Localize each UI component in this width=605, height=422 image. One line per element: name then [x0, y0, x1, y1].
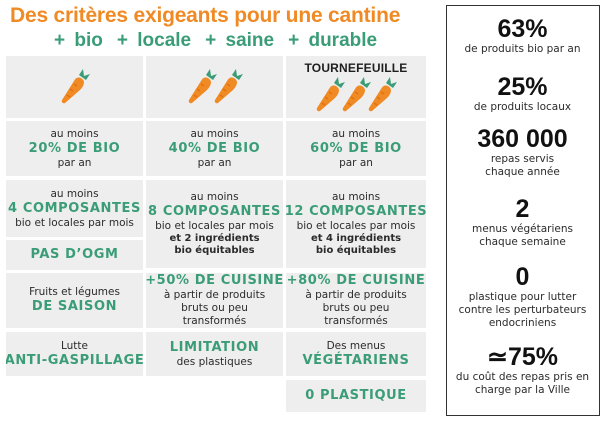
vegetariens-cell-3: Des menus VÉGÉTARIENS — [286, 332, 426, 376]
carrot-group — [61, 69, 90, 105]
level-1-header — [6, 56, 143, 118]
tag-locale: + locale — [116, 30, 192, 51]
limitation-cell-2: LIMITATION des plastiques — [146, 332, 283, 376]
cuisine-cell-2: +50% DE CUISINE à partir de produits bru… — [146, 273, 283, 328]
saison-cell-1: Fruits et légumes DE SAISON — [6, 273, 143, 328]
tag-durable: + durable — [288, 30, 378, 51]
stat-cout: ≃75% du coût des repas pris en charge pa… — [455, 343, 590, 397]
stat-repas: 360 000 repas servis chaque année — [477, 125, 568, 179]
carrot-icon — [188, 69, 217, 104]
carrot-icon — [368, 77, 397, 112]
carrot-icon — [316, 77, 345, 112]
plastique-cell-3: 0 PLASTIQUE — [286, 380, 426, 412]
tag-saine: + saine — [205, 30, 275, 51]
stat-locaux: 25% de produits locaux — [473, 73, 572, 114]
tag-bio: + bio — [54, 30, 103, 51]
bio-cell-1: au moins 20% DE BIO par an — [6, 121, 143, 176]
stat-plastique: 0 plastique pour lutter contre les pertu… — [458, 263, 587, 330]
carrot-icon — [61, 69, 90, 104]
carrot-group — [188, 69, 243, 105]
cuisine-cell-3: +80% DE CUISINE à partir de produits bru… — [286, 273, 426, 328]
tournefeuille-label: TOURNEFEUILLE — [304, 61, 408, 75]
composantes-cell-3: au moins 12 COMPOSANTES bio et locales p… — [286, 180, 426, 268]
composantes-cell-2: au moins 8 COMPOSANTES bio et locales pa… — [146, 180, 283, 268]
criteria-tags: + bio + locale + saine + durable — [54, 30, 434, 52]
level-3-header: TOURNEFEUILLE — [286, 56, 426, 118]
stat-menus: 2 menus végétariens chaque semaine — [472, 195, 573, 249]
stat-bio: 63% de produits bio par an — [464, 15, 581, 56]
level-2-header — [146, 56, 283, 118]
carrot-group — [316, 77, 397, 113]
bio-cell-3: au moins 60% DE BIO par an — [286, 121, 426, 176]
carrot-icon — [342, 77, 371, 112]
composantes-cell-1: au moins 4 COMPOSANTES bio et locales pa… — [6, 180, 143, 237]
bio-cell-2: au moins 40% DE BIO par an — [146, 121, 283, 176]
gaspillage-cell-1: Lutte ANTI-GASPILLAGE — [6, 332, 143, 376]
carrot-icon — [214, 69, 243, 104]
ogm-cell: PAS D’OGM — [6, 240, 143, 270]
page-title: Des critères exigeants pour une cantine — [10, 4, 401, 27]
stats-panel: 63% de produits bio par an 25% de produi… — [446, 5, 600, 416]
